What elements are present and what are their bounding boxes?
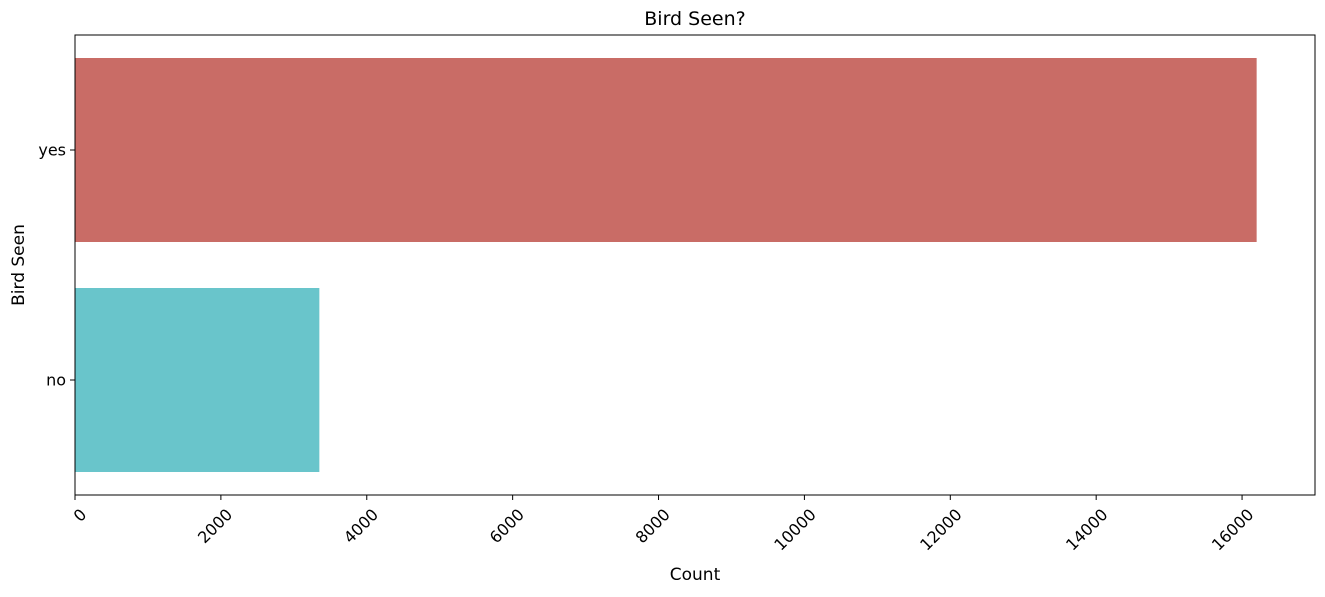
x-tick-label: 10000 [770, 505, 819, 554]
y-axis-label: Bird Seen [9, 224, 29, 306]
x-axis: 0 2000 4000 6000 8000 10000 12000 14000 16000 [70, 495, 1257, 554]
bar-no [75, 288, 320, 472]
x-tick-label: 0 [70, 505, 91, 526]
x-tick-label: 2000 [194, 505, 236, 547]
x-axis-label: Count [670, 565, 721, 585]
plot-frame [74, 34, 1316, 496]
y-axis: yes no [38, 141, 75, 390]
x-tick-label: 16000 [1208, 505, 1257, 554]
x-tick-label: 14000 [1062, 505, 1111, 554]
bars-layer [75, 58, 1257, 472]
x-tick-label: 4000 [340, 505, 382, 547]
y-tick-label: no [46, 371, 66, 390]
y-tick-label: yes [38, 141, 66, 160]
bar-yes [75, 58, 1257, 242]
x-tick-label: 12000 [916, 505, 965, 554]
chart-title: Bird Seen? [644, 8, 745, 30]
x-tick-label: 6000 [486, 505, 528, 547]
x-tick-label: 8000 [632, 505, 674, 547]
